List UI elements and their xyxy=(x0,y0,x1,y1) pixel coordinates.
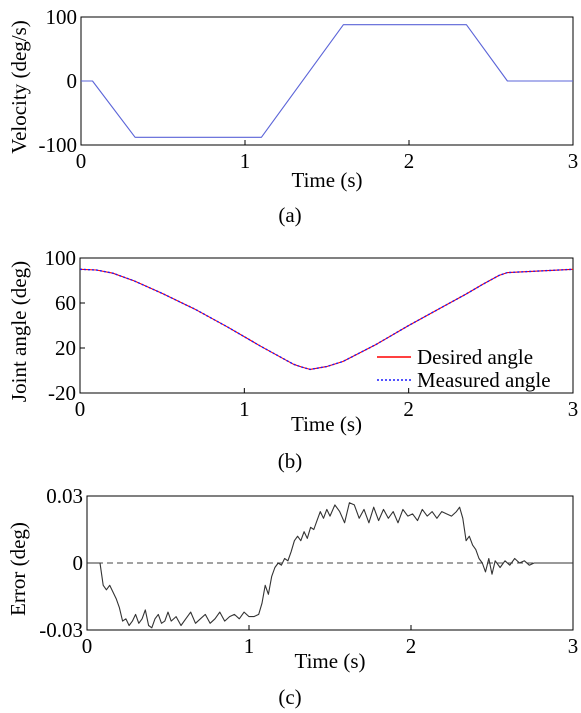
panel-b-y-tick-label: 100 xyxy=(45,246,77,270)
panel-a-y-tick-label: -100 xyxy=(39,133,78,157)
panel-c-x-tick-label: 0 xyxy=(82,634,93,658)
panel-b-y-axis-label: Joint angle (deg) xyxy=(7,261,31,402)
panel-c-caption: (c) xyxy=(278,685,301,709)
panel-c-x-tick-label: 2 xyxy=(406,634,417,658)
panel-b-legend-label: Measured angle xyxy=(417,368,551,392)
panel-b-x-tick-label: 2 xyxy=(403,397,414,421)
panel-a-x-tick-label: 1 xyxy=(240,149,251,173)
panel-b-y-tick-label: 20 xyxy=(55,336,76,360)
panel-a-x-tick-label: 3 xyxy=(568,149,579,173)
panel-a-caption: (a) xyxy=(278,203,301,227)
panel-b-x-axis-label: Time (s) xyxy=(291,412,362,436)
panel-a-plot-frame xyxy=(80,16,574,146)
panel-c-x-tick-label: 3 xyxy=(568,634,579,658)
panel-a-x-axis-label: Time (s) xyxy=(292,168,363,192)
panel-b-y-tick-label: 60 xyxy=(55,291,76,315)
panel-c-x-tick-label: 1 xyxy=(244,634,255,658)
panel-a-y-tick-label: 100 xyxy=(46,5,78,29)
panel-b-x-tick-label: 3 xyxy=(568,397,579,421)
panel-a-series-line-0 xyxy=(81,24,573,138)
panel-b-series-line-measured-angle xyxy=(79,268,574,371)
panel-b-x-tick-label: 0 xyxy=(75,397,86,421)
panel-c-y-tick-label: 0.03 xyxy=(46,484,83,508)
panel-b-plot-frame xyxy=(79,257,574,394)
panel-a-y-axis-label: Velocity (deg/s) xyxy=(7,20,31,154)
panel-a-y-tick-label: 0 xyxy=(67,69,78,93)
panel-c-x-axis-label: Time (s) xyxy=(295,649,366,673)
panel-c-y-tick-label: 0 xyxy=(73,551,84,575)
panel-b-caption: (b) xyxy=(278,449,303,473)
panel-a-x-tick-label: 2 xyxy=(404,149,415,173)
panel-c-y-axis-label: Error (deg) xyxy=(6,522,30,616)
panel-b-y-tick-label: -20 xyxy=(48,381,76,405)
panel-b-x-tick-label: 1 xyxy=(239,397,250,421)
panel-b-legend-label: Desired angle xyxy=(417,345,533,369)
panel-c-series-line-0 xyxy=(87,502,573,629)
panel-c-y-tick-label: -0.03 xyxy=(39,618,83,642)
panel-a-x-tick-label: 0 xyxy=(76,149,87,173)
